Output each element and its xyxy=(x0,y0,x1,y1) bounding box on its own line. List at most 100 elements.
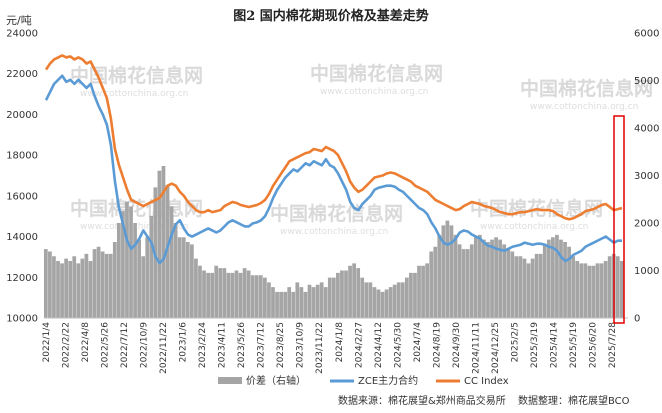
watermark-title-2: 中国棉花信息网 xyxy=(520,77,653,100)
spread-bar-0 xyxy=(43,249,48,319)
spread-bar-141 xyxy=(615,256,620,318)
spread-bar-46 xyxy=(230,272,235,319)
spread-bar-4 xyxy=(60,263,64,319)
watermark-url-4: www.cottonchina.org.cn xyxy=(280,227,388,237)
spread-bar-28 xyxy=(157,170,162,318)
spread-bar-74 xyxy=(344,270,348,318)
legend-label-spread: 价差（右轴） xyxy=(246,374,306,387)
spread-bar-15 xyxy=(104,253,109,319)
spread-bar-26 xyxy=(149,215,154,319)
spread-bar-109 xyxy=(486,242,490,318)
x-tick-2: 2022/4/8 xyxy=(81,322,91,363)
spread-bar-94 xyxy=(425,263,429,319)
spread-bar-76 xyxy=(352,263,356,319)
watermark-title-3: 中国棉花信息网 xyxy=(70,197,203,220)
x-tick-10: 2023/5/26 xyxy=(237,322,247,368)
x-tick-18: 2024/5/30 xyxy=(393,322,403,368)
spread-bar-21 xyxy=(129,206,133,319)
spread-bar-10 xyxy=(84,253,89,319)
x-tick-22: 2024/11/11 xyxy=(471,322,481,374)
spread-bar-128 xyxy=(563,242,567,318)
spread-bar-30 xyxy=(165,185,170,318)
data-org-text: 数据整理：棉花展望BCO xyxy=(518,394,630,407)
left-tick-5: 20000 xyxy=(6,110,38,121)
spread-bar-55 xyxy=(267,282,271,319)
spread-bar-125 xyxy=(551,237,555,318)
right-tick-5: 5000 xyxy=(634,76,659,87)
spread-bar-68 xyxy=(319,282,324,319)
left-tick-6: 22000 xyxy=(6,69,38,80)
x-tick-21: 2024/9/30 xyxy=(452,322,462,368)
watermark-title-0: 中国棉花信息网 xyxy=(70,64,203,87)
spread-bar-137 xyxy=(599,263,604,319)
spread-bar-82 xyxy=(376,289,381,318)
spread-bar-114 xyxy=(506,249,511,319)
spread-bar-23 xyxy=(137,239,141,319)
watermark-title-1: 中国棉花信息网 xyxy=(310,62,443,85)
spread-bar-66 xyxy=(311,287,316,319)
spread-bar-130 xyxy=(571,256,576,318)
x-tick-23: 2024/12/25 xyxy=(491,322,501,374)
spread-bar-24 xyxy=(141,256,146,318)
spread-bar-138 xyxy=(603,261,608,318)
left-tick-3: 16000 xyxy=(6,191,38,202)
spread-bar-1 xyxy=(48,251,52,318)
spread-bar-79 xyxy=(364,282,369,319)
spread-bar-62 xyxy=(295,282,300,319)
spread-bar-60 xyxy=(287,287,292,319)
data-source-text: 数据来源：棉花展望&郑州商品交易所 xyxy=(338,394,506,407)
x-tick-16: 2024/2/27 xyxy=(354,322,364,368)
spread-bar-7 xyxy=(72,256,77,318)
right-tick-3: 3000 xyxy=(634,171,659,182)
chart-title: 图2 国内棉花期现价格及基差走势 xyxy=(233,8,429,24)
watermark-url-0: www.cottonchina.org.cn xyxy=(80,89,188,99)
left-tick-2: 14000 xyxy=(6,232,38,243)
spread-bar-100 xyxy=(449,225,454,319)
spread-bar-135 xyxy=(591,265,596,318)
x-tick-12: 2023/8/25 xyxy=(276,322,286,368)
spread-bar-29 xyxy=(161,166,166,318)
spread-bar-53 xyxy=(258,275,263,318)
spread-bar-13 xyxy=(96,246,101,318)
spread-bar-99 xyxy=(445,220,450,319)
spread-bar-126 xyxy=(555,234,559,319)
spread-bar-104 xyxy=(465,249,470,319)
spread-bar-61 xyxy=(291,291,296,319)
series-line-zce xyxy=(44,74,622,265)
spread-bar-83 xyxy=(380,291,385,319)
spread-bar-5 xyxy=(64,258,68,319)
spread-bar-19 xyxy=(121,211,125,319)
spread-bar-97 xyxy=(437,234,442,319)
spread-bar-34 xyxy=(181,237,186,318)
spread-bar-139 xyxy=(607,256,612,318)
spread-bar-11 xyxy=(88,261,93,318)
right-tick-1: 1000 xyxy=(634,266,659,277)
spread-bar-20 xyxy=(125,201,129,319)
x-tick-28: 2025/6/20 xyxy=(589,322,599,368)
watermark-url-5: www.cottonchina.org.cn xyxy=(480,222,588,232)
x-tick-19: 2024/7/4 xyxy=(413,322,423,363)
right-axis-ticks: 0 1000 2000 3000 4000 5000 6000 xyxy=(634,29,659,325)
spread-bar-107 xyxy=(478,234,482,319)
spread-bar-33 xyxy=(177,237,182,318)
spread-bar-67 xyxy=(315,284,320,318)
spread-bar-65 xyxy=(307,284,312,318)
spread-bar-42 xyxy=(214,265,219,318)
watermark-title-4: 中国棉花信息网 xyxy=(270,202,403,225)
spread-bar-133 xyxy=(583,263,588,319)
spread-bar-25 xyxy=(145,237,150,318)
spread-bar-8 xyxy=(76,263,81,319)
spread-bar-115 xyxy=(510,251,515,318)
spread-bar-37 xyxy=(194,258,198,319)
spread-bar-16 xyxy=(108,253,113,319)
spread-bar-75 xyxy=(348,265,352,318)
spread-bar-35 xyxy=(185,242,190,318)
spread-bar-95 xyxy=(429,251,434,318)
spread-bar-127 xyxy=(559,239,563,319)
x-tick-4: 2022/7/12 xyxy=(120,322,130,368)
spread-bar-78 xyxy=(360,277,365,319)
x-tick-6: 2022/11/22 xyxy=(159,322,169,374)
spread-bar-108 xyxy=(482,239,486,319)
spread-bar-103 xyxy=(461,249,466,319)
